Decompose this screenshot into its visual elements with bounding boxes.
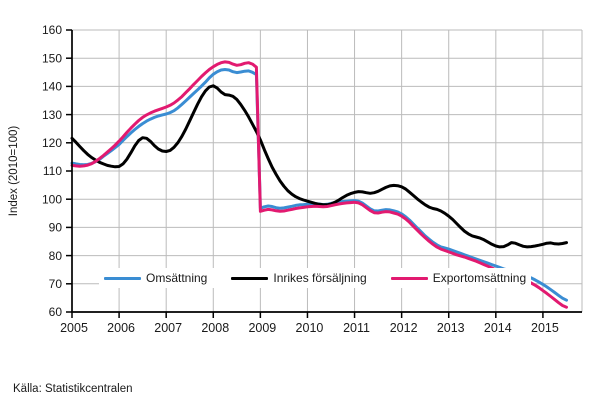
x-tick-label: 2010 xyxy=(296,321,324,335)
x-tick-label: 2014 xyxy=(484,321,512,335)
series-line-2 xyxy=(70,84,568,249)
y-tick-label: 120 xyxy=(42,136,62,150)
legend-item-3: Exportomsättning xyxy=(390,271,527,285)
y-tick-label: 70 xyxy=(49,277,63,291)
x-tick-label: 2012 xyxy=(390,321,418,335)
legend-label-1: Omsättning xyxy=(146,271,208,285)
legend-label-3: Exportomsättning xyxy=(432,271,527,285)
x-tick-label: 2005 xyxy=(60,321,88,335)
x-tick-label: 2006 xyxy=(107,321,135,335)
chart-legend: Omsättning Inrikes försäljning Exportomsät… xyxy=(99,268,532,288)
y-tick-label: 110 xyxy=(43,164,62,178)
x-tick-label: 2009 xyxy=(248,321,276,335)
series-line-1 xyxy=(70,68,568,302)
y-tick-label: 130 xyxy=(42,108,62,122)
x-tick-label: 2008 xyxy=(201,321,229,335)
x-tick-label: 2013 xyxy=(437,321,465,335)
y-tick-label: 100 xyxy=(42,192,62,206)
series-line-3 xyxy=(70,60,568,309)
y-tick-label: 80 xyxy=(49,249,63,263)
y-tick-label: 90 xyxy=(49,221,63,235)
source-note: Källa: Statistikcentralen xyxy=(13,383,133,395)
x-tick-label: 2007 xyxy=(154,321,182,335)
y-axis-ticks: 60 70 80 90 100 110 120 130 140 150 160 xyxy=(42,23,72,319)
y-tick-label: 160 xyxy=(42,23,62,37)
legend-item-1: Omsättning xyxy=(104,271,207,285)
legend-swatch-2 xyxy=(231,276,269,280)
y-axis-title: Index (2010=100) xyxy=(8,125,20,217)
x-axis-ticks: 2005 2006 2007 2008 2009 2010 2011 2012 2013 2014… xyxy=(60,312,559,335)
legend-item-2: Inrikes försäljning xyxy=(231,271,367,285)
y-tick-label: 150 xyxy=(42,51,62,65)
legend-swatch-1 xyxy=(104,276,141,280)
y-tick-label: 60 xyxy=(49,305,63,319)
legend-swatch-3 xyxy=(390,276,428,280)
legend-label-2: Inrikes försäljning xyxy=(273,271,367,285)
x-tick-label: 2011 xyxy=(343,321,370,335)
x-tick-label: 2015 xyxy=(531,321,559,335)
y-tick-label: 140 xyxy=(42,80,62,94)
